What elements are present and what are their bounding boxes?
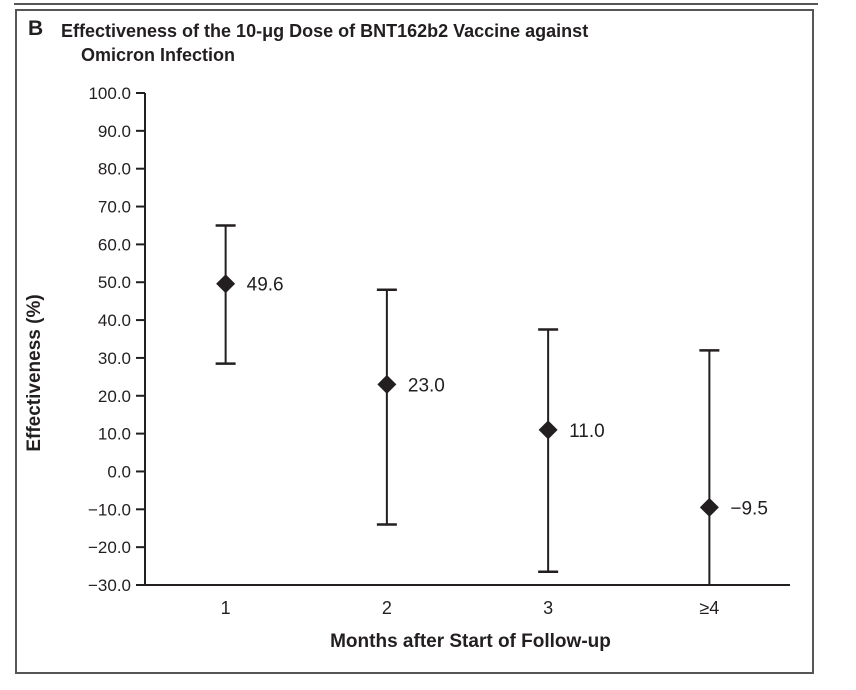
data-point-diamond <box>216 274 236 294</box>
y-tick-label: 50.0 <box>98 273 131 292</box>
previous-panel-bottom-border <box>14 3 818 5</box>
data-point-value-label: 49.6 <box>247 275 284 296</box>
data-point-value-label: 23.0 <box>408 375 445 396</box>
y-tick-label: 40.0 <box>98 311 131 330</box>
y-tick-label: 70.0 <box>98 198 131 217</box>
x-axis-title: Months after Start of Follow-up <box>330 631 611 652</box>
y-tick-label: −20.0 <box>88 538 131 557</box>
data-point-diamond <box>377 374 397 394</box>
panel-label: B <box>28 17 44 40</box>
y-tick-label: −10.0 <box>88 500 131 519</box>
y-tick-label: −30.0 <box>88 576 131 595</box>
y-tick-label: 10.0 <box>98 425 131 444</box>
chart-title-line-2: Omicron Infection <box>81 45 236 65</box>
x-category-label: 2 <box>382 598 392 618</box>
y-tick-label: 30.0 <box>98 349 131 368</box>
x-category-label: ≥4 <box>699 598 719 618</box>
y-axis-title: Effectiveness (%) <box>24 294 45 451</box>
y-tick-label: 0.0 <box>107 462 131 481</box>
y-tick-label: 20.0 <box>98 387 131 406</box>
x-category-label: 1 <box>221 598 231 618</box>
data-point-diamond <box>699 497 719 517</box>
y-tick-label: 100.0 <box>88 84 131 103</box>
y-tick-label: 80.0 <box>98 160 131 179</box>
y-tick-label: 90.0 <box>98 122 131 141</box>
x-category-label: 3 <box>543 598 553 618</box>
data-point-diamond <box>538 420 558 440</box>
chart-title-line-1: Effectiveness of the 10-μg Dose of BNT16… <box>61 21 589 41</box>
data-point-value-label: 11.0 <box>569 421 605 442</box>
data-point-value-label: −9.5 <box>730 498 768 519</box>
y-tick-label: 60.0 <box>98 235 131 254</box>
panel-box <box>15 9 814 674</box>
